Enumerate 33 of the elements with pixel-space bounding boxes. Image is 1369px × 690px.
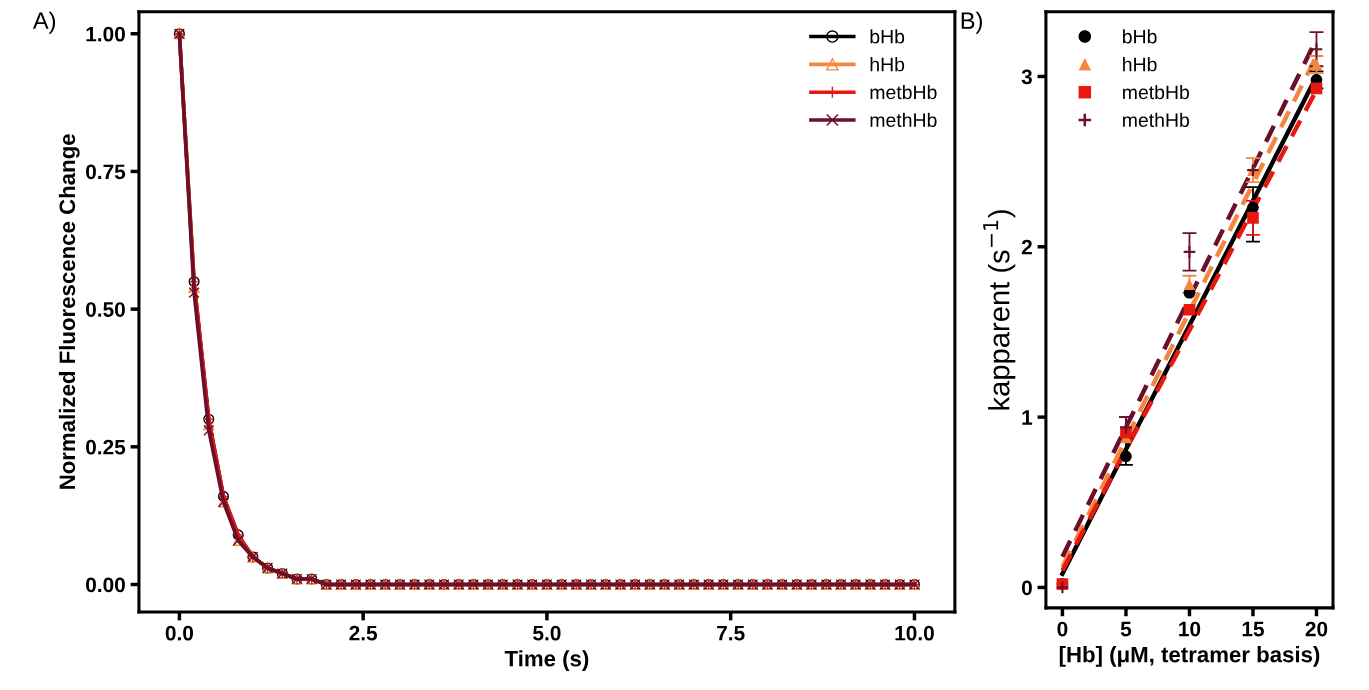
legend-label: metbHb	[1123, 84, 1190, 100]
x-axis-title: Time (s)	[504, 650, 589, 671]
y-tick-label: 0.75	[86, 164, 126, 180]
y-tick-label: 0.50	[86, 302, 125, 317]
x-tick-label: 20	[1305, 621, 1328, 637]
y-tick-label: 2	[1021, 239, 1032, 255]
legend-label: metbHb	[870, 84, 937, 100]
legend-label: hHb	[870, 57, 905, 72]
y-tick-label: 1	[1022, 410, 1033, 425]
y-tick-label: 0	[1021, 580, 1032, 596]
x-tick-label: 7.5	[717, 625, 745, 641]
y-tick-label: 0.25	[86, 439, 126, 455]
y-tick-label: 1.00	[86, 26, 125, 42]
x-tick-label: 5.0	[533, 625, 561, 641]
legend-label: bHb	[1123, 29, 1157, 44]
legend-label: bHb	[870, 29, 905, 44]
y-tick-label: 3	[1021, 69, 1032, 85]
text: B)	[961, 11, 982, 34]
legend-label: methHb	[1123, 112, 1190, 128]
x-tick-label: 2.5	[349, 625, 378, 641]
y-axis-title: Normalized Fluorescence Change	[58, 134, 80, 489]
x-tick-label: 15	[1242, 621, 1264, 637]
y-axis-title: kapparent (s$^{−1}$)	[983, 210, 1016, 410]
x-tick-label: 5	[1120, 621, 1132, 637]
y-tick-label: 0.00	[86, 577, 125, 593]
x-axis-title: [Hb] (μM, tetramer basis)	[1059, 646, 1320, 667]
x-tick-label: 0.0	[165, 625, 194, 641]
x-tick-label: 0	[1057, 621, 1068, 637]
x-tick-label: 10.0	[895, 625, 934, 641]
x-tick-label: 10	[1179, 621, 1201, 637]
text: A)	[32, 11, 56, 34]
legend-label: hHb	[1123, 57, 1157, 72]
legend-label: methHb	[870, 112, 937, 128]
